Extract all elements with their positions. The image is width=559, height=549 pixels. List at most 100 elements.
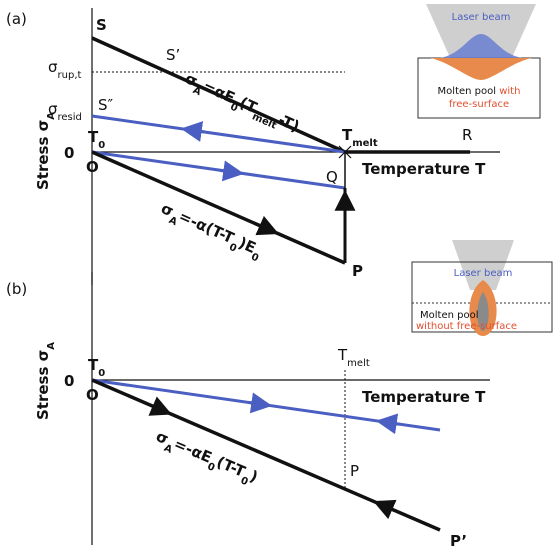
point-s: S (96, 16, 107, 34)
t0: T0 (88, 356, 105, 379)
arrow (375, 413, 401, 435)
text-part: A (46, 112, 57, 120)
beam (426, 4, 536, 62)
text-part: melt (352, 138, 378, 149)
text-part: Laser beam (452, 12, 511, 23)
text-part: without free-surface (416, 321, 517, 332)
origin: O (86, 158, 99, 176)
pool-label: Molten pool (420, 310, 478, 321)
beam-label: Laser beam (452, 12, 511, 23)
pool-label: Molten pool with (438, 86, 521, 97)
text-part: (b) (6, 280, 27, 298)
y-axis-label: Stress σA (34, 342, 57, 420)
arrow (148, 396, 172, 416)
equation: σA=αE0(Tmelt-T) (181, 69, 303, 140)
point-s-prime: S’ (166, 46, 180, 64)
arrow (219, 160, 245, 182)
x-axis-label: Temperature T (362, 160, 486, 178)
text-part: (T (237, 93, 261, 117)
point-s-double-prime: S″ (98, 96, 114, 114)
text-part: S (96, 16, 107, 34)
text-part: A (162, 442, 174, 455)
text-part: σ (48, 58, 58, 76)
sigma-resid: σresid (48, 100, 82, 123)
x-axis-label: Temperature T (362, 388, 486, 406)
panel-label: (a) (6, 10, 27, 28)
text-part: Q (326, 168, 338, 186)
pool-label: without free-surface (416, 321, 517, 332)
panel-b: (b) Stress σA 0 T0 O Tmelt Temperature T… (6, 240, 553, 549)
text-part: 0 (64, 144, 74, 162)
text-part: A (46, 342, 57, 350)
arrow (180, 121, 206, 142)
text-part: )E (236, 234, 259, 257)
panel-label: (b) (6, 280, 27, 298)
keyhole (477, 292, 489, 331)
t0: T0 (88, 128, 105, 151)
hump (440, 34, 522, 58)
text-part: Temperature T (362, 160, 486, 178)
text-part: S’ (166, 46, 180, 64)
text-part: Molten pool (438, 86, 496, 97)
text-part: with (499, 86, 520, 97)
y-axis-label: Stress σA (34, 112, 57, 190)
text-part: T (88, 128, 99, 146)
origin: O (86, 386, 99, 404)
equation: σA=-α(T-T0)E0 (157, 199, 266, 264)
text-part: 0 (98, 140, 105, 151)
text-part: P’ (450, 532, 467, 549)
inset-a: Laser beam Molten pool with free-surface (417, 4, 541, 119)
text-part: Stress σ (34, 350, 52, 420)
point-q: Q (326, 168, 338, 186)
text-part: T (88, 356, 99, 374)
text-part: (a) (6, 10, 27, 28)
text-part: O (86, 386, 99, 404)
cross (338, 145, 352, 159)
pool-label: free-surface (449, 99, 509, 110)
arrow (373, 499, 397, 520)
text-part: Stress σ (34, 120, 52, 190)
text-part: 0 (228, 241, 239, 254)
arrow (254, 215, 279, 236)
point-p-prime: P’ (450, 532, 467, 549)
t-melt: Tmelt (342, 126, 378, 149)
zero: 0 (64, 372, 74, 390)
text-part: T (337, 346, 348, 364)
text-part: O (86, 158, 99, 176)
beam (452, 240, 514, 290)
point-r: R (462, 126, 472, 144)
text-part: σ (48, 100, 58, 118)
upper-line (91, 36, 346, 154)
arrow (247, 392, 273, 414)
text-part: 0 (250, 251, 261, 264)
text-part: 0 (206, 461, 217, 474)
text-part: S″ (98, 96, 114, 114)
text-part: resid (58, 112, 82, 123)
text-part: P (352, 262, 363, 280)
text-part: 0 (229, 101, 240, 114)
text-part: rup,t (58, 70, 82, 81)
zero: 0 (64, 144, 74, 162)
text-part: Molten pool (420, 310, 478, 321)
text-part: =-αE (171, 435, 214, 467)
text-part: 0 (64, 372, 74, 390)
text-part: free-surface (449, 99, 509, 110)
lower-line (91, 150, 346, 265)
text-part: ) (247, 467, 260, 486)
pool (430, 58, 532, 80)
text-part: 0 (239, 475, 250, 488)
inset-b: Laser beam Molten pool without free-surf… (411, 240, 553, 336)
text-part: A (191, 84, 203, 97)
text-part: Temperature T (362, 388, 486, 406)
point-p: P (350, 462, 359, 480)
text-part: melt (347, 358, 370, 369)
beam-label: Laser beam (454, 268, 513, 279)
text-part: A (167, 214, 179, 227)
t-melt: Tmelt (337, 346, 370, 369)
heating-line (91, 150, 346, 190)
text-part: P (350, 462, 359, 480)
point-p: P (352, 262, 363, 280)
text-part: R (462, 126, 472, 144)
text-part: 0 (98, 368, 105, 379)
